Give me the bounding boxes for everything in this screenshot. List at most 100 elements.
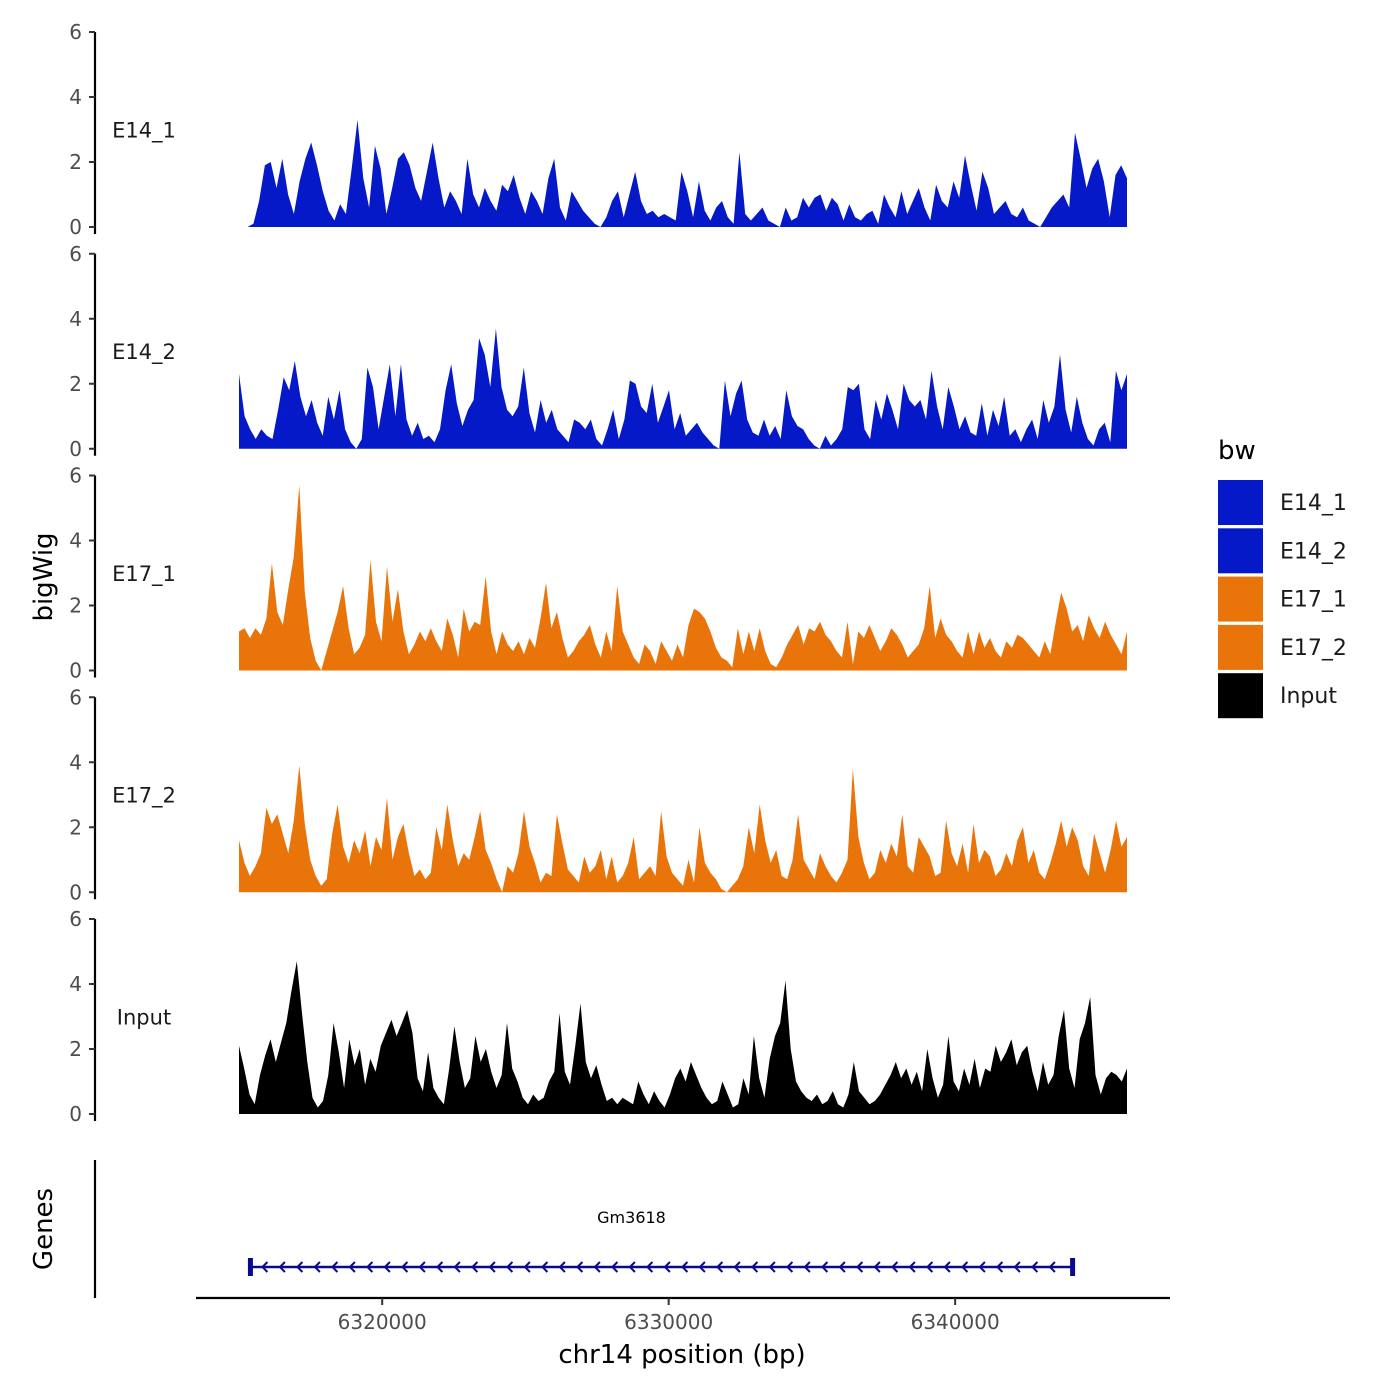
strand-chevron <box>366 1261 374 1273</box>
strand-chevron <box>278 1261 286 1273</box>
y-tick-label: 0 <box>69 437 82 461</box>
y-tick-label: 2 <box>69 815 82 839</box>
coverage-area-E14_1 <box>247 119 1128 227</box>
track-label-E14_2: E14_2 <box>112 340 176 365</box>
strand-chevron <box>786 1261 794 1273</box>
legend-swatch <box>1218 576 1263 622</box>
strand-chevron <box>488 1261 496 1273</box>
y-tick-label: 4 <box>69 85 82 109</box>
y-tick-label: 0 <box>69 1102 82 1126</box>
gene-label: Gm3618 <box>597 1208 666 1227</box>
strand-chevron <box>1013 1261 1021 1273</box>
strand-chevron <box>716 1261 724 1273</box>
y-tick-label: 6 <box>69 464 82 488</box>
legend-item-E14_1: E14_1 <box>1218 480 1347 525</box>
strand-chevron <box>751 1261 759 1273</box>
y-tick-label: 4 <box>69 529 82 553</box>
strand-chevron <box>541 1261 549 1273</box>
strand-chevron <box>978 1261 986 1273</box>
strand-chevron <box>576 1261 584 1273</box>
strand-chevron <box>891 1261 899 1273</box>
gene-end-cap <box>1070 1258 1076 1276</box>
track-E17_1: 0 2 4 6 E17_1 <box>69 464 1127 683</box>
strand-chevron <box>331 1261 339 1273</box>
y-tick-label: 4 <box>69 972 82 996</box>
genes-track-title: Genes <box>29 1188 59 1270</box>
legend: bw E14_1 E14_2 E17_1 E17_2 Input <box>1218 436 1347 719</box>
legend-label: E14_1 <box>1280 491 1347 516</box>
strand-chevron <box>873 1261 881 1273</box>
strand-chevron <box>418 1261 426 1273</box>
coverage-area-E17_2 <box>239 765 1127 893</box>
track-label-Input: Input <box>117 1005 171 1029</box>
strand-chevron <box>1048 1261 1056 1273</box>
y-tick-label: 2 <box>69 594 82 618</box>
strand-chevron <box>383 1261 391 1273</box>
strand-chevron <box>506 1261 514 1273</box>
track-E14_2: 0 2 4 6 E14_2 <box>69 242 1127 461</box>
strand-chevron <box>996 1261 1004 1273</box>
strand-chevron <box>943 1261 951 1273</box>
strand-chevron <box>646 1261 654 1273</box>
y-tick-label: 6 <box>69 907 82 931</box>
strand-chevron <box>401 1261 409 1273</box>
legend-swatch <box>1218 480 1263 525</box>
x-tick-label: 6330000 <box>624 1310 713 1334</box>
track-E14_1: 0 2 4 6 E14_1 <box>69 20 1128 239</box>
legend-item-Input: Input <box>1218 673 1337 719</box>
track-Input: 0 2 4 6 Input <box>69 907 1127 1126</box>
legend-label: Input <box>1280 684 1337 709</box>
y-tick-label: 4 <box>69 307 82 331</box>
track-E17_2: 0 2 4 6 E17_2 <box>69 685 1127 904</box>
y-tick-label: 4 <box>69 750 82 774</box>
y-tick-label: 2 <box>69 372 82 396</box>
strand-chevron <box>768 1261 776 1273</box>
legend-label: E14_2 <box>1280 539 1347 564</box>
x-axis: 6320000 6330000 6340000 <box>196 1296 1170 1334</box>
strand-chevron <box>453 1261 461 1273</box>
y-tick-label: 0 <box>69 659 82 683</box>
track-label-E14_1: E14_1 <box>112 118 176 143</box>
legend-item-E17_2: E17_2 <box>1218 624 1347 670</box>
x-tick-label: 6320000 <box>338 1310 427 1334</box>
strand-chevron <box>611 1261 619 1273</box>
y-tick-label: 2 <box>69 150 82 174</box>
y-tick-label: 6 <box>69 20 82 44</box>
strand-chevron <box>593 1261 601 1273</box>
strand-chevron <box>471 1261 479 1273</box>
track-label-E17_2: E17_2 <box>112 784 176 809</box>
legend-title: bw <box>1218 436 1256 466</box>
strand-chevron <box>856 1261 864 1273</box>
y-tick-label: 0 <box>69 880 82 904</box>
strand-chevron <box>961 1261 969 1273</box>
strand-chevron <box>733 1261 741 1273</box>
strand-chevron <box>348 1261 356 1273</box>
strand-chevron <box>436 1261 444 1273</box>
y-tick-label: 2 <box>69 1037 82 1061</box>
legend-swatch <box>1218 528 1263 574</box>
strand-chevron <box>1031 1261 1039 1273</box>
coverage-area-E14_2 <box>239 328 1127 449</box>
strand-chevron <box>838 1261 846 1273</box>
legend-swatch <box>1218 624 1263 670</box>
legend-item-E14_2: E14_2 <box>1218 528 1347 574</box>
genes-track: Gm3618 <box>93 1160 1076 1298</box>
legend-label: E17_1 <box>1280 588 1347 613</box>
y-tick-label: 6 <box>69 242 82 266</box>
legend-item-E17_1: E17_1 <box>1218 576 1347 622</box>
x-tick-label: 6340000 <box>911 1310 1000 1334</box>
strand-chevron <box>558 1261 566 1273</box>
strand-chevron <box>698 1261 706 1273</box>
y-axis-title: bigWig <box>29 532 59 621</box>
strand-chevron <box>261 1261 269 1273</box>
coverage-area-Input <box>239 961 1127 1114</box>
track-label-E17_1: E17_1 <box>112 562 176 587</box>
coverage-area-E17_1 <box>239 485 1127 671</box>
strand-chevron <box>821 1261 829 1273</box>
y-tick-label: 6 <box>69 685 82 709</box>
coverage-tracks: 0 2 4 6 E14_1 0 2 4 6 E14_2 0 2 4 6 E17_1 0 2 4 6 E17_2 0 2 4 6… <box>69 20 1128 1126</box>
strand-chevron <box>628 1261 636 1273</box>
legend-label: E17_2 <box>1280 636 1347 661</box>
strand-chevron <box>908 1261 916 1273</box>
